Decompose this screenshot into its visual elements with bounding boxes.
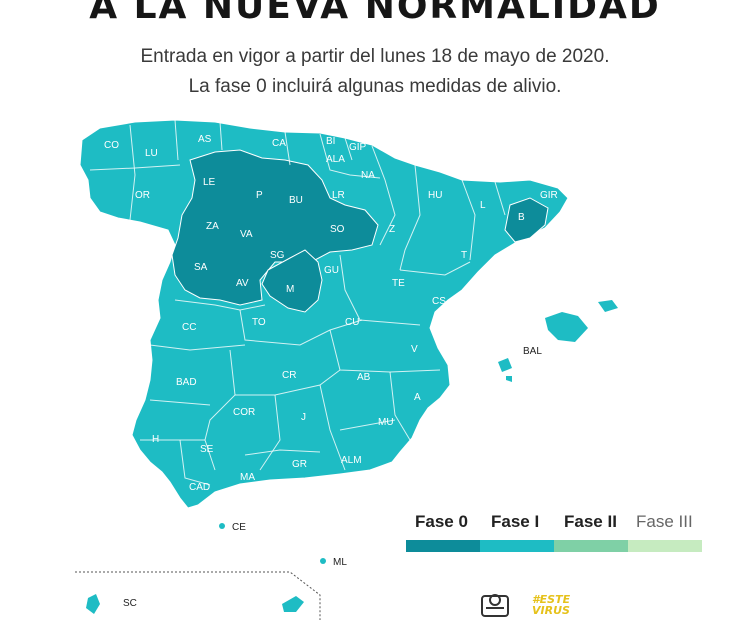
map-label: TO — [252, 317, 266, 328]
legend-bar-fase2 — [554, 540, 628, 552]
map-label: ALM — [341, 455, 362, 466]
balearic-mallorca — [545, 312, 588, 342]
map-label: SA — [194, 262, 208, 273]
map-label: COR — [233, 407, 255, 418]
legend-bar-fase1 — [480, 540, 554, 552]
map-label: CS — [432, 296, 446, 307]
map-label: Z — [389, 224, 395, 235]
map-label: HU — [428, 190, 442, 201]
map-label: MU — [378, 417, 394, 428]
legend-label-fase3: Fase III — [636, 512, 693, 531]
map-label: SO — [330, 224, 345, 235]
balearic-formentera — [506, 376, 512, 382]
subtitle-line-1: Entrada en vigor a partir del lunes 18 d… — [140, 46, 610, 67]
map-label: CC — [182, 322, 196, 333]
map-label: GR — [292, 459, 307, 470]
map-label: SE — [200, 444, 214, 455]
map-label: T — [461, 250, 467, 261]
map-label: GIR — [540, 190, 558, 201]
map-label: CO — [104, 140, 119, 151]
peninsula-shape — [79, 119, 569, 509]
map-label: MA — [240, 472, 255, 483]
map-label: GIP — [349, 142, 367, 153]
canary-inset-border — [75, 571, 321, 620]
map-label: H — [152, 434, 159, 445]
province-borders — [89, 119, 506, 486]
government-crest-icon — [481, 594, 509, 617]
map-label: M — [286, 284, 294, 295]
map-label: ALA — [326, 154, 345, 165]
map-label: BAD — [176, 377, 197, 388]
map-label: GU — [324, 265, 339, 276]
ceuta-dot — [219, 523, 225, 529]
subtitle-line-2: La fase 0 incluirá algunas medidas de al… — [188, 76, 562, 97]
balearic-ibiza — [498, 358, 512, 372]
map-label: A — [414, 392, 421, 403]
map-label: ML — [333, 557, 347, 568]
map-label: CAD — [189, 482, 210, 493]
canary-island-west — [86, 594, 100, 614]
legend-bar-fase3 — [628, 540, 702, 552]
map-label: J — [301, 412, 306, 423]
map-label: L — [480, 200, 486, 211]
map-label: CR — [282, 370, 296, 381]
legend-label-fase2: Fase II — [564, 512, 617, 531]
map-label: TE — [392, 278, 405, 289]
map-label: BI — [326, 136, 335, 147]
map-label: CU — [345, 317, 359, 328]
map-label: V — [411, 344, 418, 355]
map-label: VA — [240, 229, 253, 240]
map-label: CA — [272, 138, 286, 149]
map-label: BAL — [523, 346, 542, 357]
map-label: P — [256, 190, 263, 201]
fase0-madrid — [261, 249, 323, 313]
map-label: SC — [123, 598, 137, 609]
legend-bar-fase0 — [406, 540, 480, 552]
map-label: AS — [198, 134, 212, 145]
fase0-barcelona — [504, 197, 549, 243]
map-label: B — [518, 212, 525, 223]
canary-island-east — [282, 596, 304, 612]
page-title: A LA NUEVA NORMALIDAD — [89, 0, 661, 27]
legend-label-fase1: Fase I — [491, 512, 540, 531]
map-label: AB — [357, 372, 371, 383]
map-label: SG — [270, 250, 285, 261]
balearic-menorca — [598, 300, 618, 312]
melilla-dot — [320, 558, 326, 564]
campaign-logo: #ESTE VIRUS — [532, 593, 571, 617]
map-label: LU — [145, 148, 158, 159]
map-label: LR — [332, 190, 345, 201]
province-labels: CO LU AS CA BI GIP ALA NA LE P BU LR OR … — [104, 134, 558, 609]
map-label: CE — [232, 522, 246, 533]
map-label: LE — [203, 177, 216, 188]
legend-label-fase0: Fase 0 — [415, 512, 468, 531]
map-label: ZA — [206, 221, 219, 232]
map-label: BU — [289, 195, 303, 206]
map-label: AV — [236, 278, 249, 289]
map-label: OR — [135, 190, 150, 201]
map-label: NA — [361, 170, 375, 181]
